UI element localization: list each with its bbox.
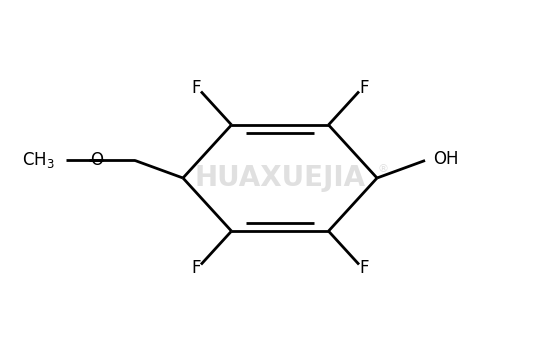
- Text: CH$_3$: CH$_3$: [22, 151, 54, 171]
- Text: F: F: [192, 79, 200, 97]
- Text: OH: OH: [433, 150, 459, 168]
- Text: F: F: [192, 259, 200, 277]
- Text: ®: ®: [377, 164, 388, 174]
- Text: HUAXUEJIA: HUAXUEJIA: [194, 164, 366, 192]
- Text: O: O: [90, 151, 102, 169]
- Text: F: F: [360, 79, 368, 97]
- Text: F: F: [360, 259, 368, 277]
